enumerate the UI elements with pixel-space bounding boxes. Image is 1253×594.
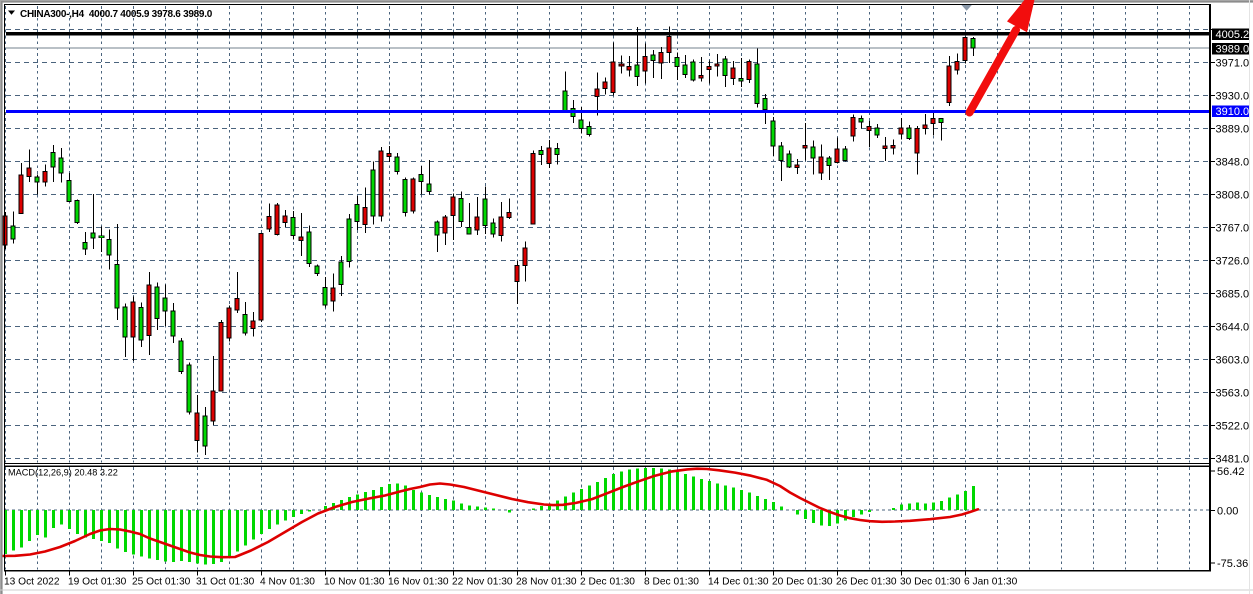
svg-text:26 Dec 01:30: 26 Dec 01:30 [836,576,897,587]
svg-text:3644.0: 3644.0 [1216,322,1250,334]
svg-text:3930.0: 3930.0 [1216,91,1250,103]
svg-text:3989.0: 3989.0 [1216,44,1250,56]
svg-text:2 Dec 01:30: 2 Dec 01:30 [580,576,635,587]
svg-text:6 Jan 01:30: 6 Jan 01:30 [964,576,1018,587]
svg-text:22 Nov 01:30: 22 Nov 01:30 [452,576,513,587]
svg-text:3971.0: 3971.0 [1216,58,1250,70]
svg-text:19 Oct 01:30: 19 Oct 01:30 [68,576,127,587]
svg-text:3808.0: 3808.0 [1216,190,1250,202]
svg-text:30 Dec 01:30: 30 Dec 01:30 [900,576,961,587]
svg-text:25 Oct 01:30: 25 Oct 01:30 [132,576,191,587]
svg-text:3889.0: 3889.0 [1216,124,1250,136]
svg-text:-75.36: -75.36 [1217,558,1248,570]
svg-text:4005.2: 4005.2 [1216,29,1250,41]
svg-text:3481.0: 3481.0 [1216,454,1250,466]
svg-text:31 Oct 01:30: 31 Oct 01:30 [196,576,255,587]
svg-text:10 Nov 01:30: 10 Nov 01:30 [324,576,385,587]
svg-text:4 Nov 01:30: 4 Nov 01:30 [260,576,315,587]
svg-text:28 Nov 01:30: 28 Nov 01:30 [516,576,577,587]
svg-text:3563.0: 3563.0 [1216,388,1250,400]
svg-text:3603.0: 3603.0 [1216,355,1250,367]
svg-text:13 Oct 2022: 13 Oct 2022 [4,576,60,587]
svg-text:3767.0: 3767.0 [1216,223,1250,235]
svg-text:56.42: 56.42 [1217,466,1245,478]
svg-text:MACD(12,26,9) 20.48 3.22: MACD(12,26,9) 20.48 3.22 [8,468,118,478]
svg-text:8 Dec 01:30: 8 Dec 01:30 [644,576,699,587]
svg-text:20 Dec 01:30: 20 Dec 01:30 [772,576,833,587]
svg-text:16 Nov 01:30: 16 Nov 01:30 [388,576,449,587]
svg-text:0.00: 0.00 [1217,505,1238,517]
svg-text:3726.0: 3726.0 [1216,256,1250,268]
svg-text:14 Dec 01:30: 14 Dec 01:30 [708,576,769,587]
svg-text:3522.0: 3522.0 [1216,421,1250,433]
svg-text:3910.0: 3910.0 [1216,106,1250,118]
svg-text:3848.0: 3848.0 [1216,157,1250,169]
svg-text:CHINA300-,H4 4000.7 4005.9 39: CHINA300-,H4 4000.7 4005.9 3978.6 3989.0 [20,9,213,20]
svg-text:3685.0: 3685.0 [1216,289,1250,301]
